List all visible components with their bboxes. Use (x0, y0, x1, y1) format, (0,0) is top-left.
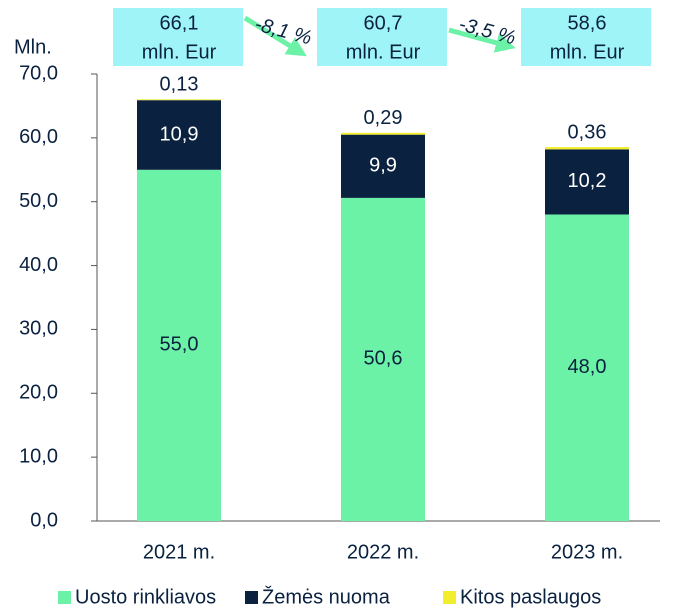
bar-segment (341, 134, 425, 198)
data-label: 48,0 (568, 356, 607, 378)
y-tick-label: 0,0 (30, 509, 58, 531)
y-tick-label: 50,0 (19, 190, 58, 212)
total-unit: mln. Eur (346, 41, 421, 63)
data-label: 9,9 (369, 155, 397, 177)
legend-label: Uosto rinkliavos (75, 586, 216, 608)
legend-swatch (245, 591, 258, 604)
bar-segment (341, 197, 425, 521)
y-tick-label: 60,0 (19, 126, 58, 148)
legend-swatch (443, 591, 456, 604)
legend-label: Kitos paslaugos (460, 586, 601, 608)
legend-swatch (58, 591, 71, 604)
bar-segment (137, 169, 221, 522)
legend-label: Žemės nuoma (262, 585, 391, 608)
y-tick-label: 30,0 (19, 318, 58, 340)
x-tick-label: 2022 m. (347, 541, 419, 563)
bar-segment (137, 100, 221, 170)
data-label: 10,2 (568, 170, 607, 192)
x-tick-label: 2023 m. (551, 541, 623, 563)
total-box (521, 8, 651, 66)
total-box (113, 8, 243, 66)
data-label: 0,13 (160, 74, 199, 96)
y-tick-label: 10,0 (19, 445, 58, 467)
y-tick-label: 20,0 (19, 382, 58, 404)
y-axis-label: Mln. (14, 36, 52, 58)
data-label: 55,0 (160, 334, 199, 356)
y-tick-label: 70,0 (19, 62, 58, 84)
bar-segment (341, 132, 425, 135)
bar-segment (545, 149, 629, 215)
data-label: 0,29 (364, 107, 403, 129)
change-arrow (448, 27, 516, 53)
total-label: 60,7 (364, 12, 403, 34)
bar-segment (545, 214, 629, 521)
bar-segment (137, 99, 221, 101)
total-label: 66,1 (160, 12, 199, 34)
total-label: 58,6 (568, 12, 607, 34)
total-unit: mln. Eur (550, 41, 625, 63)
y-tick-label: 40,0 (19, 254, 58, 276)
change-label: -3,5 % (456, 13, 518, 49)
data-label: 0,36 (568, 121, 607, 143)
data-label: 50,6 (364, 348, 403, 370)
total-unit: mln. Eur (142, 41, 217, 63)
data-label: 10,9 (160, 123, 199, 145)
x-tick-label: 2021 m. (143, 541, 215, 563)
change-arrow (243, 15, 307, 57)
total-box (317, 8, 447, 66)
bar-segment (545, 147, 629, 150)
